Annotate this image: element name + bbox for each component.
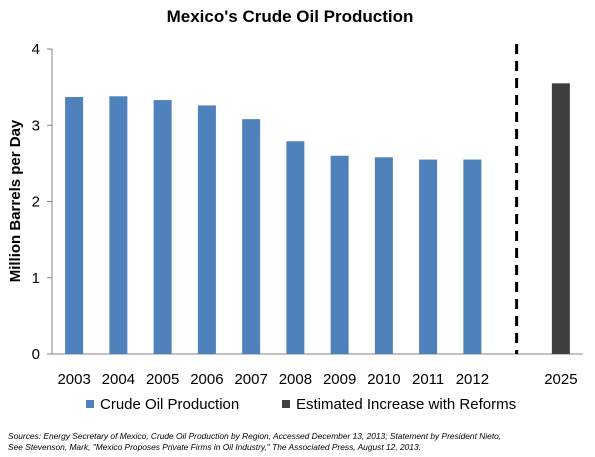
x-tick-label: 2011	[412, 371, 444, 388]
source-note: Sources: Energy Secretary of Mexico, Cru…	[8, 431, 593, 453]
x-tick-label: 2007	[234, 371, 267, 388]
x-tick-label: 2004	[102, 371, 135, 388]
y-tick-label: 1	[32, 270, 40, 287]
legend-label: Crude Oil Production	[100, 396, 239, 413]
bar	[197, 105, 216, 354]
bar	[286, 141, 305, 354]
plot-area: 0 1 2 3 4 2003 2004 2005 2006 2007 2008 2009 2010 201…	[32, 41, 583, 388]
x-tick-label: 2009	[323, 371, 356, 388]
x-tick-label: 2003	[57, 371, 90, 388]
x-tick-label: 2010	[367, 371, 400, 388]
x-tick-label: 2025	[544, 371, 577, 388]
bar	[551, 83, 570, 354]
y-axis-label: Million Barrels per Day	[7, 119, 24, 282]
bar	[109, 96, 128, 355]
x-tick-label: 2012	[456, 371, 489, 388]
x-tick-label: 2005	[146, 371, 179, 388]
legend-swatch	[282, 400, 290, 408]
bar	[374, 157, 393, 354]
chart-title: Mexico's Crude Oil Production	[167, 7, 414, 26]
x-tick-label: 2006	[190, 371, 223, 388]
chart: Mexico's Crude Oil Production Million Ba…	[7, 7, 583, 413]
y-tick-label: 3	[32, 117, 40, 134]
source-line: Sources: Energy Secretary of Mexico, Cru…	[8, 431, 502, 441]
source-line: See Stevenson, Mark, "Mexico Proposes Pr…	[8, 442, 421, 452]
bar	[463, 159, 482, 354]
y-tick-label: 4	[32, 41, 40, 58]
y-tick-label: 0	[32, 346, 40, 363]
legend-label: Estimated Increase with Reforms	[296, 396, 516, 413]
x-tick-label: 2008	[279, 371, 312, 388]
bar	[419, 159, 438, 354]
bar	[330, 155, 349, 354]
bar	[153, 100, 172, 355]
bar	[242, 119, 261, 355]
bar	[65, 97, 84, 354]
legend: Crude Oil Production Estimated Increase w…	[86, 396, 516, 413]
legend-swatch	[86, 400, 94, 408]
y-tick-label: 2	[32, 194, 40, 211]
